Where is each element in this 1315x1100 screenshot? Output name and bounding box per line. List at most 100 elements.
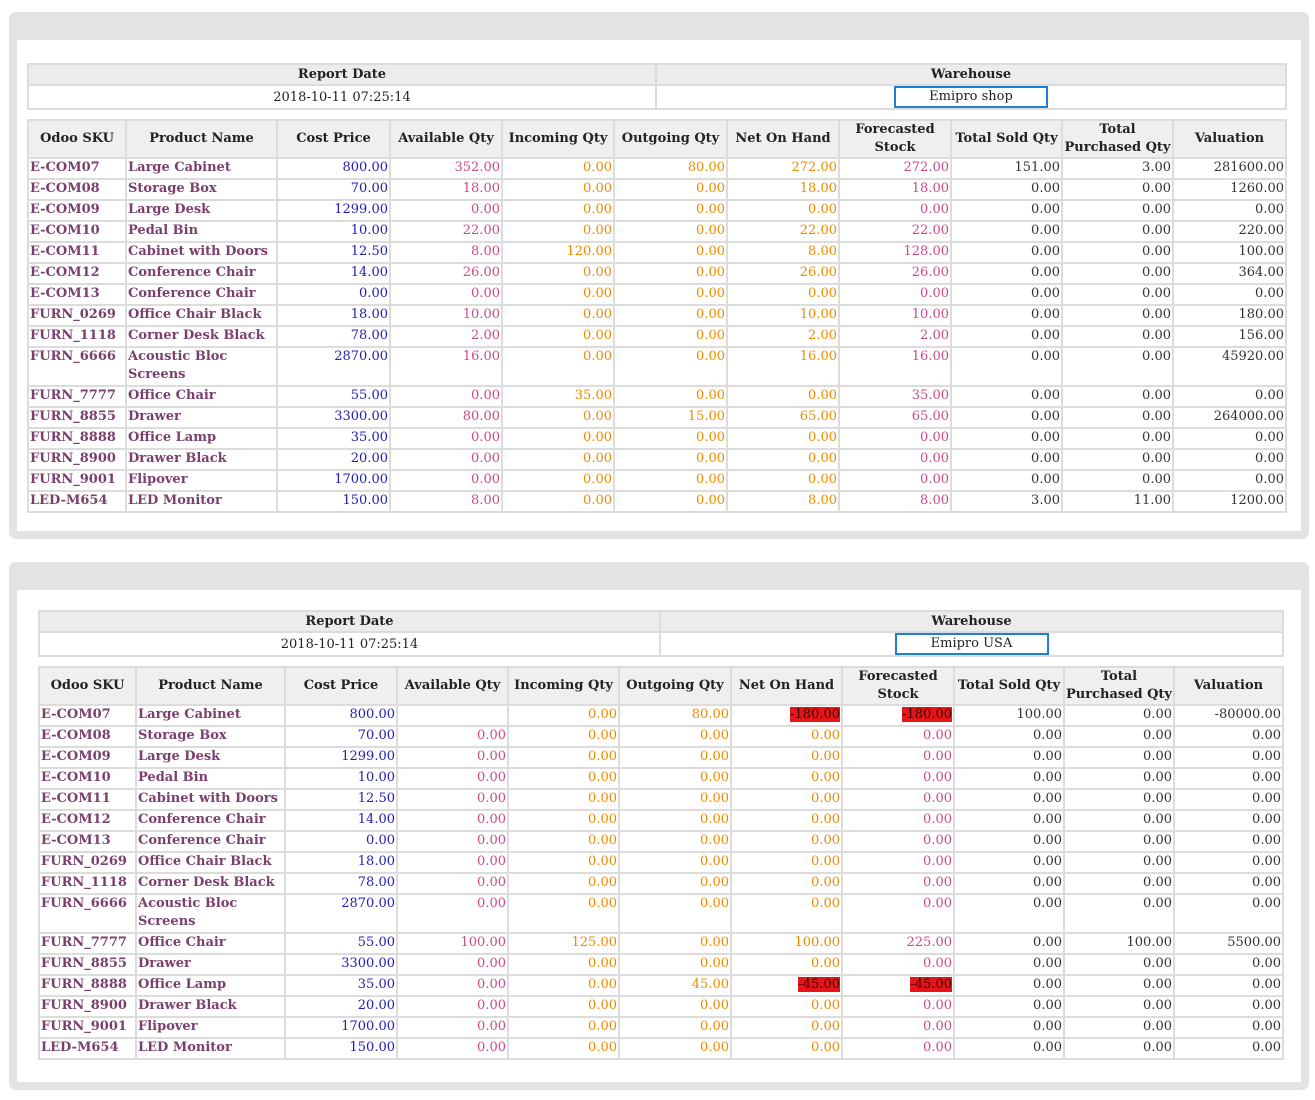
table-row: FURN_8855 Drawer 3300.00 0.00 0.00 0.00 0.00 0.… <box>38 953 1284 976</box>
cell-outgoing-qty: 0.00 <box>618 872 732 895</box>
cell-net-on-hand: 0.00 <box>726 385 840 408</box>
cell-net-on-hand: 0.00 <box>730 788 843 811</box>
cell-sku: E-COM10 <box>27 220 127 243</box>
cell-cost-price: 1700.00 <box>284 1016 398 1039</box>
cell-forecasted-stock: 0.00 <box>841 953 955 976</box>
cell-cost-price: 0.00 <box>284 830 398 853</box>
cell-forecasted-stock: 0.00 <box>841 725 955 748</box>
cell-net-on-hand: 100.00 <box>730 932 843 955</box>
cell-total-sold-qty: 0.00 <box>950 346 1063 387</box>
cell-available-qty: 352.00 <box>389 157 503 180</box>
cell-valuation: 0.00 <box>1173 788 1284 811</box>
cell-forecasted-stock: 0.00 <box>841 893 955 934</box>
table-row: E-COM10 Pedal Bin 10.00 0.00 0.00 0.00 0.00 0.0… <box>38 767 1284 790</box>
cell-valuation: 364.00 <box>1172 262 1287 285</box>
cell-incoming-qty: 0.00 <box>507 1037 620 1060</box>
cell-total-purchased-qty: 0.00 <box>1063 1016 1175 1039</box>
cell-sku: FURN_8900 <box>38 995 137 1018</box>
cell-incoming-qty: 0.00 <box>507 974 620 997</box>
cell-sku: FURN_1118 <box>38 872 137 895</box>
cell-forecasted-stock: 272.00 <box>838 157 952 180</box>
col-available-qty: Available Qty <box>396 666 509 706</box>
cell-valuation: 0.00 <box>1172 427 1287 450</box>
cell-total-sold-qty: 0.00 <box>950 304 1063 327</box>
col-product-name: Product Name <box>125 119 278 159</box>
cell-sku: FURN_0269 <box>38 851 137 874</box>
cell-outgoing-qty: 0.00 <box>613 427 728 450</box>
cell-net-on-hand: 0.00 <box>730 851 843 874</box>
cell-available-qty: 0.00 <box>396 830 509 853</box>
warehouse-value[interactable]: Emipro USA <box>894 634 1049 654</box>
cell-cost-price: 800.00 <box>276 157 391 180</box>
table-row: FURN_1118 Corner Desk Black 78.00 0.00 0.00 0… <box>38 872 1284 895</box>
cell-incoming-qty: 0.00 <box>501 157 615 180</box>
cell-outgoing-qty: 45.00 <box>618 974 732 997</box>
cell-net-on-hand: 0.00 <box>730 767 843 790</box>
cell-net-on-hand: 8.00 <box>726 490 840 513</box>
cell-available-qty: 0.00 <box>396 995 509 1018</box>
cell-outgoing-qty: 80.00 <box>613 157 728 180</box>
cell-sku: E-COM10 <box>38 767 137 790</box>
table-row: FURN_7777 Office Chair 55.00 0.00 35.00 0.00 0… <box>27 385 1287 408</box>
cell-total-purchased-qty: 0.00 <box>1063 872 1175 895</box>
cell-valuation: 0.00 <box>1172 469 1287 492</box>
cell-valuation: 156.00 <box>1172 325 1287 348</box>
cell-net-on-hand: 0.00 <box>730 809 843 832</box>
cell-valuation: 0.00 <box>1172 199 1287 222</box>
cell-available-qty: 0.00 <box>396 809 509 832</box>
cell-product-name: Corner Desk Black <box>135 872 286 895</box>
cell-valuation: 0.00 <box>1173 1037 1284 1060</box>
cell-available-qty: 0.00 <box>396 767 509 790</box>
cell-outgoing-qty: 0.00 <box>613 304 728 327</box>
table-row: E-COM13 Conference Chair 0.00 0.00 0.00 0.00 0… <box>27 283 1287 306</box>
cell-valuation: 0.00 <box>1172 385 1287 408</box>
cell-sku: FURN_9001 <box>38 1016 137 1039</box>
cell-cost-price: 3300.00 <box>276 406 391 429</box>
table-row: FURN_6666 Acoustic Bloc Screens 2870.00 16.… <box>27 346 1287 387</box>
cell-total-purchased-qty: 0.00 <box>1063 830 1175 853</box>
cell-total-purchased-qty: 0.00 <box>1061 304 1174 327</box>
cell-sku: E-COM13 <box>27 283 127 306</box>
cell-total-purchased-qty: 0.00 <box>1063 851 1175 874</box>
cell-outgoing-qty: 0.00 <box>613 385 728 408</box>
col-valuation: Valuation <box>1172 119 1287 159</box>
report-panel-1: Report Date Warehouse 2018-10-11 07:25:1… <box>9 12 1309 539</box>
table-row: E-COM12 Conference Chair 14.00 26.00 0.00 0.0… <box>27 262 1287 285</box>
table-row: E-COM12 Conference Chair 14.00 0.00 0.00 0.00… <box>38 809 1284 832</box>
cell-valuation: 0.00 <box>1173 809 1284 832</box>
table-row: FURN_0269 Office Chair Black 18.00 10.00 0.0… <box>27 304 1287 327</box>
cell-outgoing-qty: 0.00 <box>618 767 732 790</box>
cell-total-sold-qty: 0.00 <box>953 1037 1065 1060</box>
cell-cost-price: 55.00 <box>284 932 398 955</box>
cell-incoming-qty: 0.00 <box>507 788 620 811</box>
cell-valuation: 281600.00 <box>1172 157 1287 180</box>
table-row: E-COM08 Storage Box 70.00 0.00 0.00 0.00 0.00 0… <box>38 725 1284 748</box>
cell-total-sold-qty: 0.00 <box>953 851 1065 874</box>
cell-product-name: Drawer <box>125 406 278 429</box>
cell-available-qty: 0.00 <box>389 469 503 492</box>
cell-outgoing-qty: 80.00 <box>618 704 732 727</box>
report-panel-body: Report Date Warehouse 2018-10-11 07:25:1… <box>17 590 1301 1082</box>
cell-forecasted-stock: 2.00 <box>838 325 952 348</box>
cell-sku: FURN_7777 <box>38 932 137 955</box>
cell-total-sold-qty: 0.00 <box>953 932 1065 955</box>
cell-outgoing-qty: 0.00 <box>618 1037 732 1060</box>
cell-total-sold-qty: 0.00 <box>953 995 1065 1018</box>
cell-product-name: Corner Desk Black <box>125 325 278 348</box>
report-meta-table: Report Date Warehouse 2018-10-11 07:25:1… <box>27 63 1287 110</box>
cell-total-sold-qty: 0.00 <box>953 746 1065 769</box>
cell-total-sold-qty: 0.00 <box>950 325 1063 348</box>
report-date-header: Report Date <box>27 63 657 86</box>
cell-net-on-hand: 0.00 <box>726 469 840 492</box>
cell-available-qty: 8.00 <box>389 490 503 513</box>
warehouse-value[interactable]: Emipro shop <box>894 87 1048 107</box>
cell-cost-price: 78.00 <box>276 325 391 348</box>
cell-total-purchased-qty: 0.00 <box>1063 974 1175 997</box>
cell-total-purchased-qty: 0.00 <box>1061 346 1174 387</box>
cell-product-name: Flipover <box>125 469 278 492</box>
cell-outgoing-qty: 0.00 <box>613 325 728 348</box>
cell-total-sold-qty: 0.00 <box>950 262 1063 285</box>
cell-total-sold-qty: 3.00 <box>950 490 1063 513</box>
cell-total-purchased-qty: 0.00 <box>1061 469 1174 492</box>
cell-product-name: LED Monitor <box>135 1037 286 1060</box>
